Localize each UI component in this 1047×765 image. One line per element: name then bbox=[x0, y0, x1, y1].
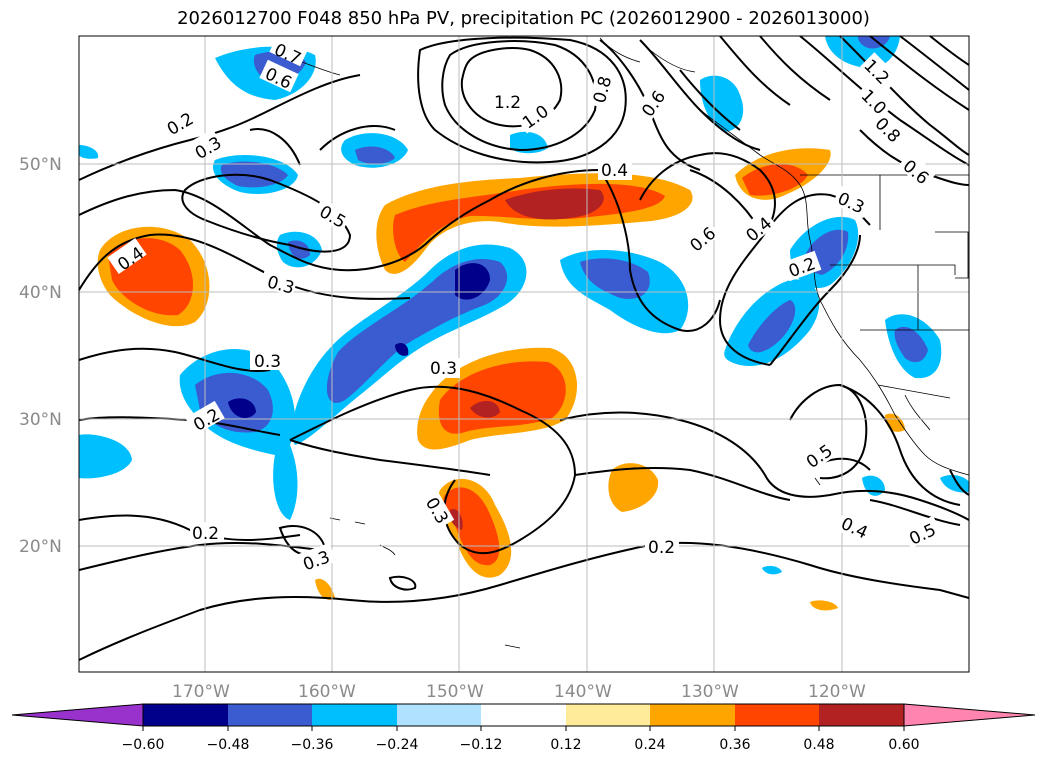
colorbar-swatch bbox=[650, 704, 735, 726]
colorbar-extend-min bbox=[11, 703, 144, 727]
lat-tick-label: 30°N bbox=[19, 410, 62, 430]
colorbar-tick-label: 0.12 bbox=[550, 737, 581, 753]
contour-label: 1.2 bbox=[494, 93, 521, 113]
colorbar-tick-label: 0.48 bbox=[803, 737, 834, 753]
colorbar-tick-label: 0.60 bbox=[888, 737, 919, 753]
colorbar-swatch bbox=[735, 704, 819, 726]
contour-label: 0.2 bbox=[192, 524, 219, 544]
colorbar-tick-label: −0.48 bbox=[207, 737, 250, 753]
contour-label: 0.3 bbox=[430, 359, 457, 379]
gridlines bbox=[79, 36, 969, 672]
colorbar-swatch bbox=[566, 704, 650, 726]
colorbar-swatch bbox=[819, 704, 904, 726]
lat-tick-label: 50°N bbox=[19, 155, 62, 175]
colorbar-tick-label: 0.24 bbox=[634, 737, 665, 753]
colorbar-tick-label: −0.36 bbox=[291, 737, 334, 753]
lat-tick-label: 20°N bbox=[19, 537, 62, 557]
colorbar-tick-label: 0.36 bbox=[719, 737, 750, 753]
contour-label: 0.2 bbox=[648, 538, 675, 558]
colorbar-tick-label: −0.60 bbox=[122, 737, 165, 753]
colorbar-swatch bbox=[312, 704, 397, 726]
lon-tick-label: 140°W bbox=[554, 682, 612, 702]
lon-tick-label: 120°W bbox=[808, 682, 866, 702]
colorbar-tick-label: −0.12 bbox=[460, 737, 503, 753]
colorbar-swatch bbox=[228, 704, 312, 726]
colorbar-tick-label: −0.24 bbox=[376, 737, 419, 753]
colorbar-extend-max bbox=[903, 703, 1036, 727]
colorbar: −0.60 −0.48 −0.36 −0.24 −0.12 0.12 0.24 … bbox=[11, 703, 1036, 753]
map-title: 2026012700 F048 850 hPa PV, precipitatio… bbox=[177, 8, 870, 29]
lat-tick-label: 40°N bbox=[19, 283, 62, 303]
latitude-labels: 50°N 40°N 30°N 20°N bbox=[19, 155, 62, 557]
precipitation-shading bbox=[79, 36, 969, 611]
longitude-labels: 170°W 160°W 150°W 140°W 130°W 120°W bbox=[172, 682, 866, 702]
contour-label: 0.4 bbox=[601, 161, 628, 181]
lon-tick-label: 150°W bbox=[426, 682, 484, 702]
map-frame bbox=[78, 35, 970, 673]
lon-tick-label: 170°W bbox=[172, 682, 230, 702]
lon-tick-label: 160°W bbox=[298, 682, 356, 702]
contour-label: 0.3 bbox=[254, 352, 281, 372]
colorbar-swatch bbox=[481, 704, 566, 726]
colorbar-swatch bbox=[397, 704, 481, 726]
colorbar-swatch bbox=[143, 704, 228, 726]
lon-tick-label: 130°W bbox=[681, 682, 739, 702]
